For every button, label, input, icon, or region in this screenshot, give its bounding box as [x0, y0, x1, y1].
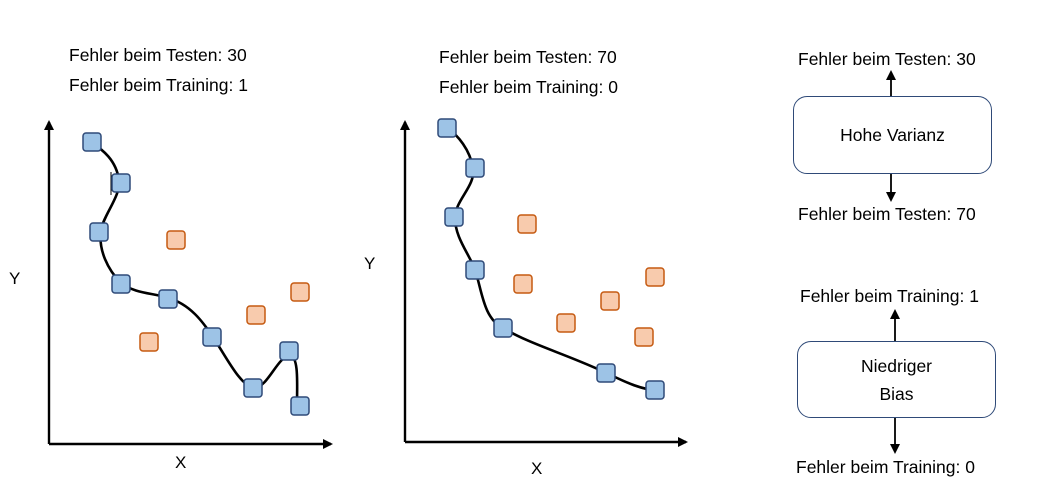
bias-train-error-top: Fehler beim Training: 1 [800, 286, 979, 306]
panel1-test-error-label: Fehler beim Testen: 30 [69, 45, 247, 65]
training-point [279, 341, 299, 361]
training-point [493, 318, 513, 338]
panel1-test-points [139, 230, 310, 352]
low-bias-box: Niedriger Bias [797, 341, 996, 418]
test-point [246, 305, 266, 325]
training-point [444, 207, 464, 227]
panel2-test-points [513, 214, 665, 347]
panel1-train-error-label: Fehler beim Training: 1 [69, 75, 248, 95]
training-point [82, 132, 102, 152]
variance-test-error-top: Fehler beim Testen: 30 [798, 49, 976, 69]
panel2-axes [400, 120, 688, 447]
test-point [139, 332, 159, 352]
training-point [596, 363, 616, 383]
test-point [645, 267, 665, 287]
panel2-training-points [437, 118, 665, 400]
high-variance-label: Hohe Varianz [840, 125, 945, 145]
test-point [290, 282, 310, 302]
training-point [111, 274, 131, 294]
variance-test-error-bottom: Fehler beim Testen: 70 [798, 204, 976, 224]
training-point [465, 260, 485, 280]
test-point [556, 313, 576, 333]
training-point [437, 118, 457, 138]
training-point [202, 327, 222, 347]
test-point [517, 214, 537, 234]
training-point [243, 378, 263, 398]
test-point [600, 291, 620, 311]
panel2-test-error-label: Fehler beim Testen: 70 [439, 47, 617, 67]
test-point [513, 274, 533, 294]
panel1-y-axis-label: Y [9, 269, 21, 288]
test-point [634, 327, 654, 347]
panel1-x-axis-label: X [175, 453, 187, 472]
training-point [465, 158, 485, 178]
panel1-training-points [82, 132, 310, 416]
low-bias-label-line1: Niedriger [861, 355, 932, 376]
high-variance-box: Hohe Varianz [793, 96, 992, 174]
training-point [89, 222, 109, 242]
training-point [645, 380, 665, 400]
training-point [290, 396, 310, 416]
bias-train-error-bottom: Fehler beim Training: 0 [796, 457, 975, 477]
training-point [158, 289, 178, 309]
low-bias-label-line2: Bias [879, 383, 914, 404]
panel2-x-axis-label: X [531, 459, 543, 478]
panel2-train-error-label: Fehler beim Training: 0 [439, 77, 618, 97]
test-point [166, 230, 186, 250]
panel1-axes [44, 120, 333, 449]
training-point [111, 173, 131, 193]
panel2-y-axis-label: Y [364, 254, 376, 273]
